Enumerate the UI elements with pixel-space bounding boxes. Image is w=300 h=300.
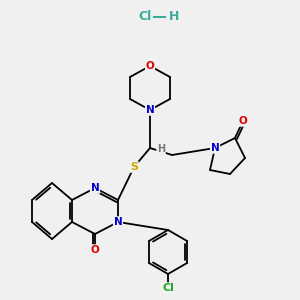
- Text: N: N: [91, 183, 99, 193]
- Text: O: O: [91, 245, 99, 255]
- Text: O: O: [146, 61, 154, 71]
- Text: H: H: [169, 11, 179, 23]
- Text: N: N: [211, 143, 219, 153]
- Text: Cl: Cl: [162, 283, 174, 293]
- Text: N: N: [146, 105, 154, 115]
- Text: Cl: Cl: [138, 11, 152, 23]
- Text: O: O: [238, 116, 247, 126]
- Text: S: S: [130, 162, 138, 172]
- Text: H: H: [157, 144, 165, 154]
- Text: N: N: [114, 217, 122, 227]
